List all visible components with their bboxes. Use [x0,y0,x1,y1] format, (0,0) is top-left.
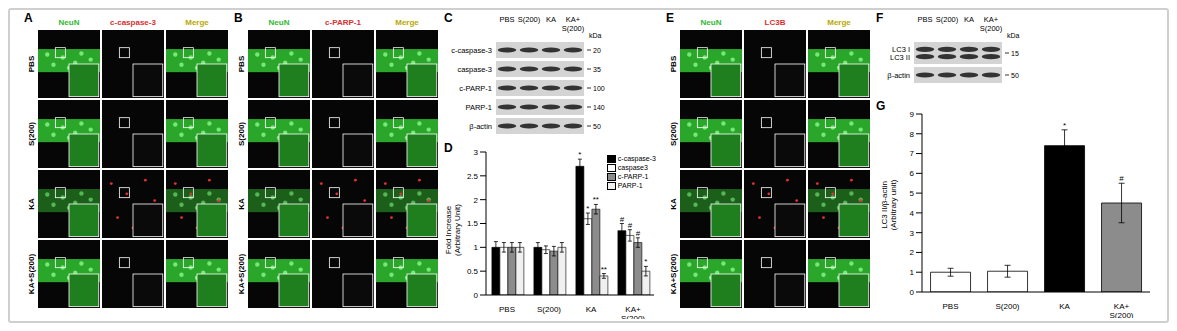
svg-text:0.5: 0.5 [467,267,479,276]
svg-text:PARP-1: PARP-1 [465,103,492,112]
svg-text:#: # [636,229,641,238]
svg-text:B: B [234,11,243,25]
html-text:c-PARP-1: c-PARP-1 [617,173,649,180]
svg-text:LC3 II: LC3 II [890,53,910,62]
svg-text:S(200): S(200) [669,122,678,146]
svg-text:LC3 II/β-actin(Arbitrary unit): LC3 II/β-actin(Arbitrary unit) [880,179,898,230]
svg-text:20: 20 [593,47,601,54]
svg-text:**: ** [601,265,607,274]
svg-text:0: 0 [910,288,915,297]
svg-text:8: 8 [910,130,915,139]
svg-text:D: D [444,141,453,155]
svg-text:PBS: PBS [669,55,678,72]
svg-text:E: E [666,11,674,25]
svg-text:c-caspase-3: c-caspase-3 [110,18,156,27]
svg-text:c-caspase-3: c-caspase-3 [451,46,492,55]
svg-text:**: ** [593,195,599,204]
svg-text:#: # [1119,174,1124,183]
svg-text:PBS: PBS [499,15,514,24]
svg-text:1: 1 [910,268,915,277]
svg-text:KA+S(200): KA+S(200) [1109,302,1133,318]
svg-text:NeuN: NeuN [701,18,722,27]
svg-text:NeuN: NeuN [59,18,80,27]
svg-text:β-actin: β-actin [887,71,910,80]
svg-text:50: 50 [1011,72,1019,79]
svg-text:3: 3 [474,148,479,157]
svg-text:3: 3 [910,229,915,238]
svg-text:KA: KA [669,198,678,210]
svg-text:15: 15 [1011,50,1019,57]
svg-text:kDa: kDa [589,32,602,39]
svg-text:Merge: Merge [395,18,419,27]
svg-text:PBS: PBS [917,15,932,24]
svg-text:Merge: Merge [185,18,209,27]
svg-text:4: 4 [910,209,915,218]
svg-text:Fold Increase(Arbitrary Unit): Fold Increase(Arbitrary Unit) [444,204,462,256]
svg-text:S(200): S(200) [237,122,246,146]
svg-text:50: 50 [593,123,601,130]
svg-text:kDa: kDa [1007,32,1020,39]
svg-text:LC3B: LC3B [765,18,786,27]
svg-text:KA: KA [1059,302,1070,311]
svg-text:KA+S(200): KA+S(200) [621,305,645,319]
svg-text:2: 2 [910,248,915,257]
svg-text:S(200): S(200) [936,15,959,24]
svg-text:S(200): S(200) [518,15,541,24]
svg-text:KA: KA [586,305,597,314]
svg-text:KA: KA [546,15,556,24]
svg-text:*: * [586,204,589,213]
svg-text:c-PARP-1: c-PARP-1 [459,84,492,93]
svg-text:35: 35 [593,66,601,73]
svg-text:G: G [876,99,885,113]
svg-text:#: # [620,215,625,224]
svg-text:*: * [578,150,581,159]
svg-text:0: 0 [474,291,479,300]
svg-text:KA+S(200): KA+S(200) [562,15,585,33]
svg-text:c-PARP-1: c-PARP-1 [325,18,361,27]
svg-text:6: 6 [910,169,915,178]
svg-text:F: F [876,11,883,25]
svg-text:1: 1 [474,243,479,252]
svg-text:#: # [628,221,633,230]
svg-text:KA+S(200): KA+S(200) [980,15,1003,33]
svg-text:2: 2 [474,196,479,205]
svg-text:KA: KA [27,198,36,210]
svg-text:KA+S(200): KA+S(200) [237,254,246,295]
svg-text:1.5: 1.5 [467,219,479,228]
svg-text:caspase-3: caspase-3 [457,65,492,74]
html-text:PARP-1: PARP-1 [617,182,643,189]
svg-text:β-actin: β-actin [469,122,492,131]
svg-text:9: 9 [910,110,915,119]
svg-text:S(200): S(200) [995,302,1019,311]
svg-text:2.5: 2.5 [467,172,479,181]
svg-text:KA: KA [964,15,974,24]
svg-text:7: 7 [910,149,915,158]
svg-text:KA+S(200): KA+S(200) [27,254,36,295]
html-text:caspase3: caspase3 [617,164,648,171]
svg-text:A: A [24,11,33,25]
svg-text:140: 140 [593,104,605,111]
svg-text:*: * [644,257,647,266]
svg-text:S(200): S(200) [27,122,36,146]
svg-text:Merge: Merge [827,18,851,27]
svg-text:KA: KA [237,198,246,210]
svg-text:NeuN: NeuN [269,18,290,27]
svg-text:*: * [1063,121,1066,130]
svg-text:PBS: PBS [27,55,36,72]
svg-text:100: 100 [593,85,605,92]
html-text:c-caspase-3: c-caspase-3 [617,155,656,162]
svg-text:S(200): S(200) [537,305,561,314]
svg-text:KA+S(200): KA+S(200) [669,254,678,295]
svg-text:PBS: PBS [237,55,246,72]
svg-text:LC3 I: LC3 I [892,45,910,55]
svg-text:PBS: PBS [499,305,515,314]
svg-text:5: 5 [910,189,915,198]
svg-text:C: C [444,11,453,25]
svg-text:PBS: PBS [942,302,958,311]
